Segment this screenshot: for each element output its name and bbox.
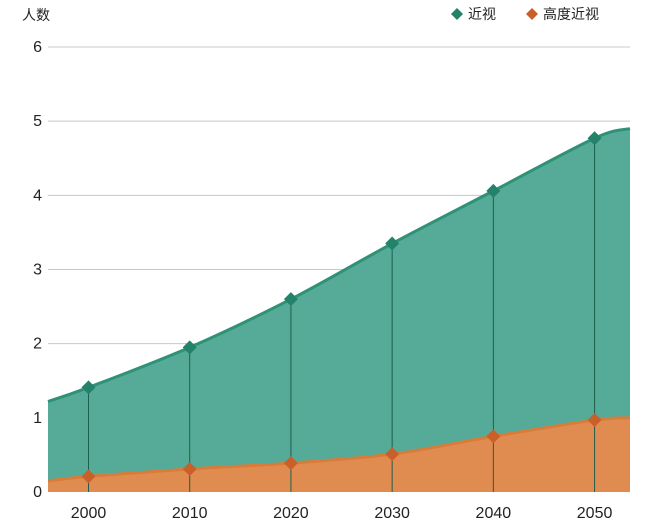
marker-series-0-2020 [283, 292, 298, 307]
x-tick-label-2050: 2050 [577, 505, 613, 522]
line-series-0 [47, 127, 631, 403]
y-tick-label-1: 1 [33, 410, 42, 427]
x-axis-ticks: 2000 2010 2020 2030 2040 2050 [71, 505, 613, 522]
marker-series-0-2050 [587, 131, 602, 146]
y-tick-label-6: 6 [33, 39, 42, 56]
marker-series-1-2040 [486, 429, 501, 444]
y-tick-label-4: 4 [33, 187, 42, 204]
marker-series-0-2030 [385, 236, 400, 251]
marker-series-1-2010 [182, 462, 197, 477]
legend-marker-0 [451, 8, 463, 20]
x-tick-label-2010: 2010 [172, 505, 208, 522]
marker-series-0-2010 [182, 340, 197, 355]
series-lines [47, 127, 631, 483]
x-tick-label-2020: 2020 [273, 505, 309, 522]
y-tick-label-5: 5 [33, 113, 42, 130]
legend-marker-1 [526, 8, 538, 20]
line-series-1 [47, 416, 631, 483]
y-axis-label: 人数 [22, 8, 50, 24]
marker-series-1-2020 [283, 456, 298, 471]
y-tick-label-2: 2 [33, 336, 42, 353]
y-axis-ticks: 0 1 2 3 4 5 6 [33, 39, 42, 501]
marker-series-0-2040 [486, 183, 501, 198]
area-fill-series-1 [48, 417, 630, 492]
legend: 近视 高度近视 [451, 6, 599, 23]
marker-series-1-2000 [81, 469, 96, 484]
marker-series-1-2050 [587, 413, 602, 428]
legend-label-1: 高度近视 [543, 6, 599, 23]
x-tick-label-2030: 2030 [374, 505, 410, 522]
y-tick-label-3: 3 [33, 262, 42, 279]
y-tick-label-0: 0 [33, 484, 42, 501]
area-fills [48, 128, 630, 493]
legend-label-0: 近视 [468, 7, 496, 23]
marker-series-0-2000 [81, 380, 96, 395]
data-markers [81, 131, 602, 484]
x-tick-label-2040: 2040 [476, 505, 512, 522]
x-tick-label-2000: 2000 [71, 505, 107, 522]
area-fill-series-0 [48, 128, 630, 493]
marker-series-1-2030 [385, 447, 400, 462]
